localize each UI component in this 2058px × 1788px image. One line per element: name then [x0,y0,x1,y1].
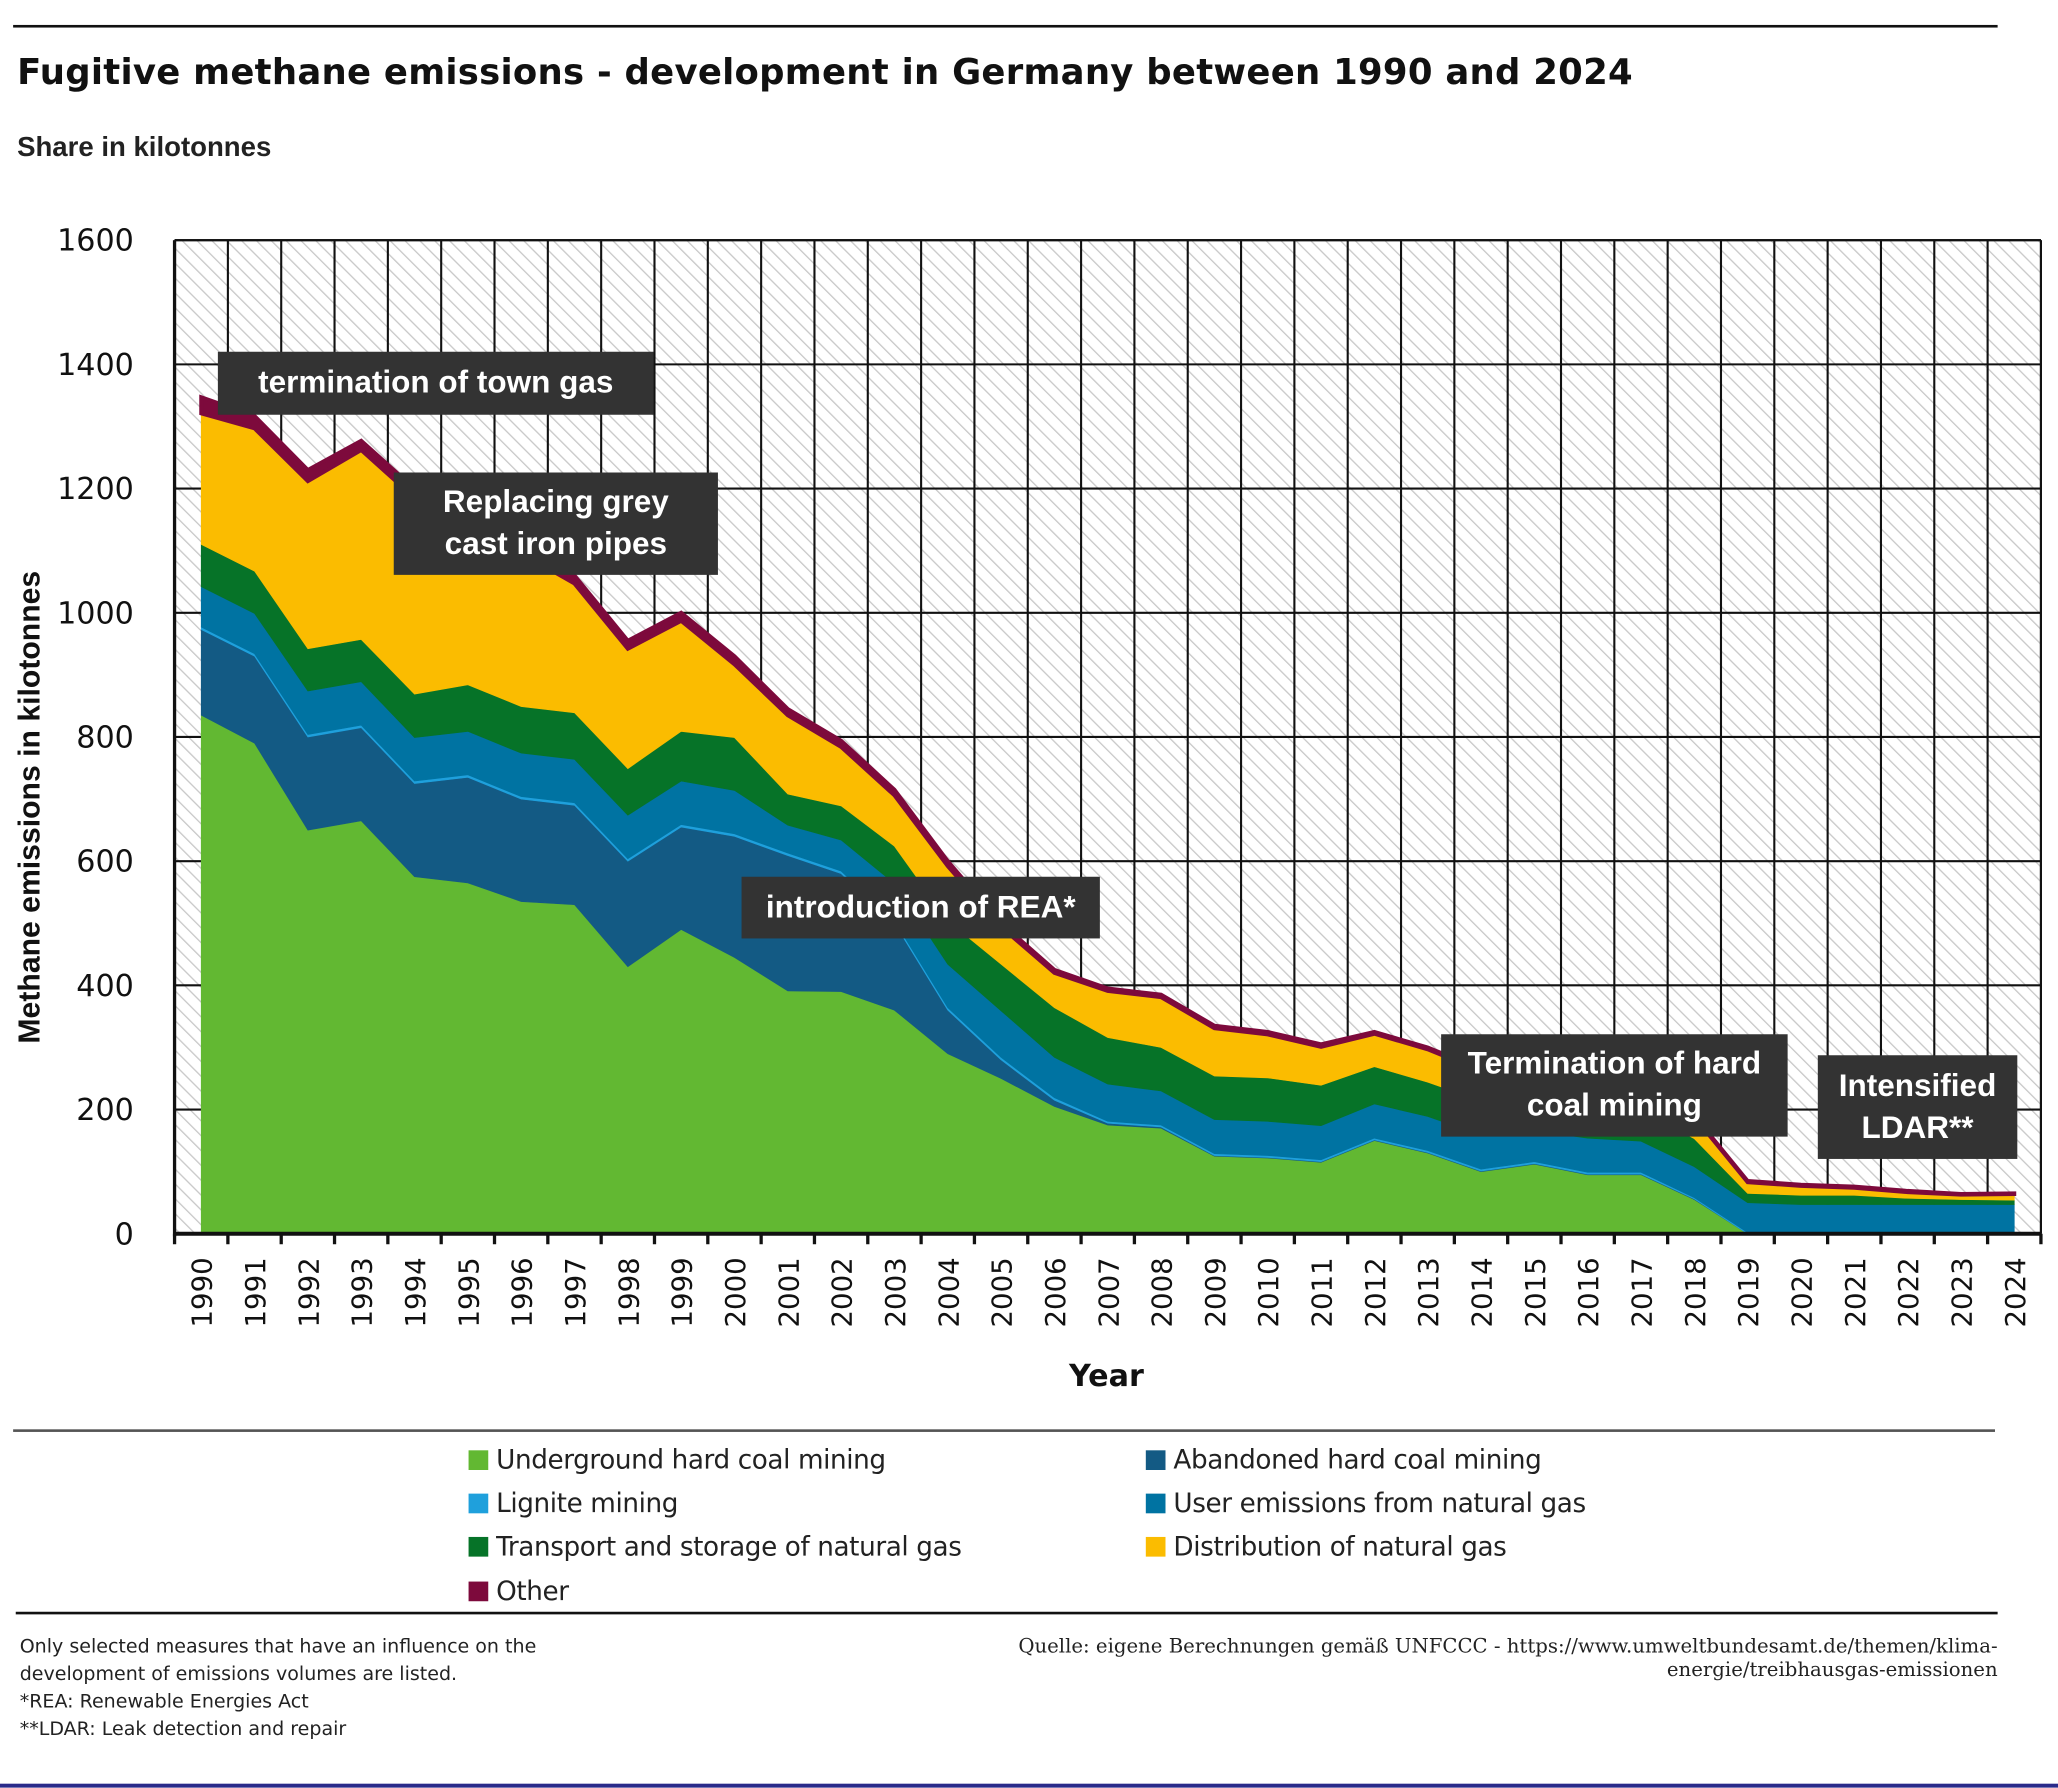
x-tick-label: 2014 [1467,1257,1499,1327]
x-tick-label: 1990 [187,1257,219,1327]
y-tick-label: 0 [115,1217,134,1252]
legend-label: Other [496,1575,569,1607]
legend-item: Underground hard coal mining [468,1443,886,1476]
x-tick-label: 2001 [773,1257,805,1327]
legend-swatch [468,1580,489,1601]
x-tick-label: 2020 [1786,1257,1818,1327]
legend-item: Transport and storage of natural gas [468,1530,962,1562]
annotation-text: Intensified [1838,1067,1997,1104]
source-line: Quelle: eigene Berechnungen gemäß UNFCCC… [1018,1634,1998,1658]
x-tick-label: 1996 [507,1257,539,1327]
annotation-text: introduction of REA* [765,889,1076,925]
footnote-rea: *REA: Renewable Energies Act [19,1691,309,1713]
legend-item: Abandoned hard coal mining [1145,1443,1542,1476]
x-tick-label: 2016 [1573,1257,1605,1327]
x-tick-label: 2019 [1733,1257,1765,1327]
annotation-text: Termination of hard [1467,1046,1762,1082]
stacked-area-chart: 0 200 400 600 800 1000 1200 1400 1600 1990 1991 199… [13,224,2043,1394]
x-tick-label: 1999 [667,1257,699,1327]
x-tick-label: 1995 [453,1257,485,1327]
x-tick-label: 2010 [1253,1257,1285,1327]
y-tick-label: 1200 [57,472,134,507]
footnote-ldar: **LDAR: Leak detection and repair [19,1719,347,1741]
annotation-grey-cast-iron: Replacing grey cast iron pipes [393,472,718,575]
x-tick-label: 1992 [293,1257,325,1327]
x-tick-label: 2011 [1307,1257,1339,1327]
y-tick-label: 400 [76,969,134,1004]
legend-item: Lignite mining [468,1487,679,1519]
annotation-rea: introduction of REA* [741,876,1100,939]
x-tick-label: 2022 [1893,1257,1925,1327]
legend-swatch [468,1449,489,1470]
y-tick-label: 800 [76,720,134,755]
y-tick-label: 1400 [57,348,134,383]
x-tick-label: 1997 [560,1257,592,1327]
annotation-text: Replacing grey [442,484,669,520]
source-line: energie/treibhausgas-emissionen [1666,1657,1998,1682]
legend-swatch [1145,1536,1166,1556]
top-divider [13,24,1998,28]
x-tick-label: 2004 [933,1257,965,1327]
x-tick-label: 1998 [613,1257,645,1327]
legend-top-divider [13,1429,1995,1432]
legend-swatch [1145,1449,1166,1470]
x-tick-label: 2007 [1093,1257,1125,1327]
x-tick-label: 1994 [400,1257,432,1327]
footnote-line: Only selected measures that have an infl… [19,1636,537,1658]
x-tick-label: 2006 [1040,1257,1072,1327]
annotation-text: coal mining [1526,1088,1702,1124]
legend-swatch [468,1536,489,1556]
annotation-text: termination of town gas [258,364,614,401]
x-tick-label: 2018 [1680,1257,1712,1327]
legend-label: Abandoned hard coal mining [1173,1443,1542,1476]
annotation-town-gas: termination of town gas [217,351,654,415]
legend-label: Distribution of natural gas [1173,1530,1507,1562]
x-tick-label: 2003 [880,1257,912,1327]
annotation-text: cast iron pipes [444,526,667,562]
axes: 0 200 400 600 800 1000 1200 1400 1600 1990 1991 199… [57,224,2043,1327]
y-axis-label: Methane emissions in kilotonnes [13,571,46,1044]
x-tick-label: 2024 [2000,1257,2032,1327]
legend-swatch [1145,1492,1166,1513]
legend-label: User emissions from natural gas [1173,1487,1586,1519]
annotation-hard-coal: Termination of hard coal mining [1441,1034,1788,1137]
footnotes: Only selected measures that have an infl… [20,1634,537,1744]
legend-swatch [468,1492,489,1513]
y-tick-label: 1600 [57,224,134,259]
y-tick-label: 600 [76,845,134,880]
x-tick-label: 2002 [827,1257,859,1327]
x-tick-label: 2017 [1627,1257,1659,1327]
x-tick-label: 2015 [1520,1257,1552,1327]
legend-item: Other [468,1575,569,1607]
footnote-line: development of emissions volumes are lis… [19,1664,458,1686]
x-tick-label: 2023 [1946,1257,1978,1327]
x-tick-label: 2008 [1147,1257,1179,1327]
x-tick-label: 2000 [720,1257,752,1327]
y-tick-label: 1000 [57,596,134,631]
source-note: Quelle: eigene Berechnungen gemäß UNFCCC… [1018,1634,1997,1681]
x-tick-label: 1991 [240,1257,272,1327]
legend-label: Lignite mining [496,1487,679,1519]
legend-item: User emissions from natural gas [1145,1487,1586,1519]
annotation-ldar: Intensified LDAR** [1817,1055,2018,1159]
annotation-text: LDAR** [1861,1109,1974,1146]
chart-subtitle: Share in kilotonnes [17,132,272,163]
legend-label: Transport and storage of natural gas [496,1530,962,1562]
chart-title: Fugitive methane emissions - development… [17,52,1633,94]
x-tick-label: 2021 [1840,1257,1872,1327]
legend-label: Underground hard coal mining [496,1443,886,1476]
area-other [199,394,2017,1197]
x-tick-label: 2009 [1200,1257,1232,1327]
legend-item: Distribution of natural gas [1145,1530,1507,1562]
bottom-border [0,1783,2058,1788]
x-tick-label: 2012 [1360,1257,1392,1327]
y-tick-label: 200 [76,1093,134,1128]
x-tick-label: 1993 [347,1257,379,1327]
x-tick-label: 2013 [1413,1257,1445,1327]
x-tick-label: 2005 [987,1257,1019,1327]
x-axis-label: Year [1068,1359,1144,1394]
legend-bottom-divider [15,1611,1998,1615]
